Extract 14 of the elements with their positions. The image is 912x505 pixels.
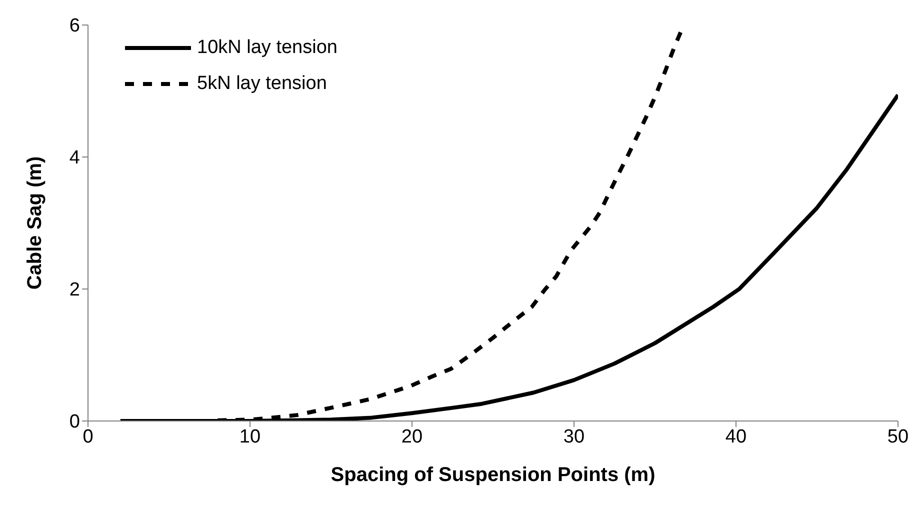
x-tick-label: 30 — [563, 426, 585, 448]
y-tick-label: 2 — [69, 280, 80, 301]
y-axis-title: Cable Sag (m) — [24, 156, 46, 290]
y-tick-label: 6 — [69, 16, 80, 37]
y-tick-label: 0 — [69, 412, 80, 433]
legend-label: 5kN lay tension — [197, 73, 327, 95]
x-axis-title: Spacing of Suspension Points (m) — [330, 464, 656, 486]
x-tick-label: 20 — [401, 426, 423, 448]
legend-label: 10kN lay tension — [197, 37, 338, 59]
x-tick-label: 50 — [887, 426, 909, 448]
x-tick-label: 10 — [239, 426, 261, 448]
x-tick-label: 40 — [725, 426, 747, 448]
x-tick-label: 0 — [82, 426, 94, 448]
y-tick-label: 4 — [69, 148, 80, 169]
